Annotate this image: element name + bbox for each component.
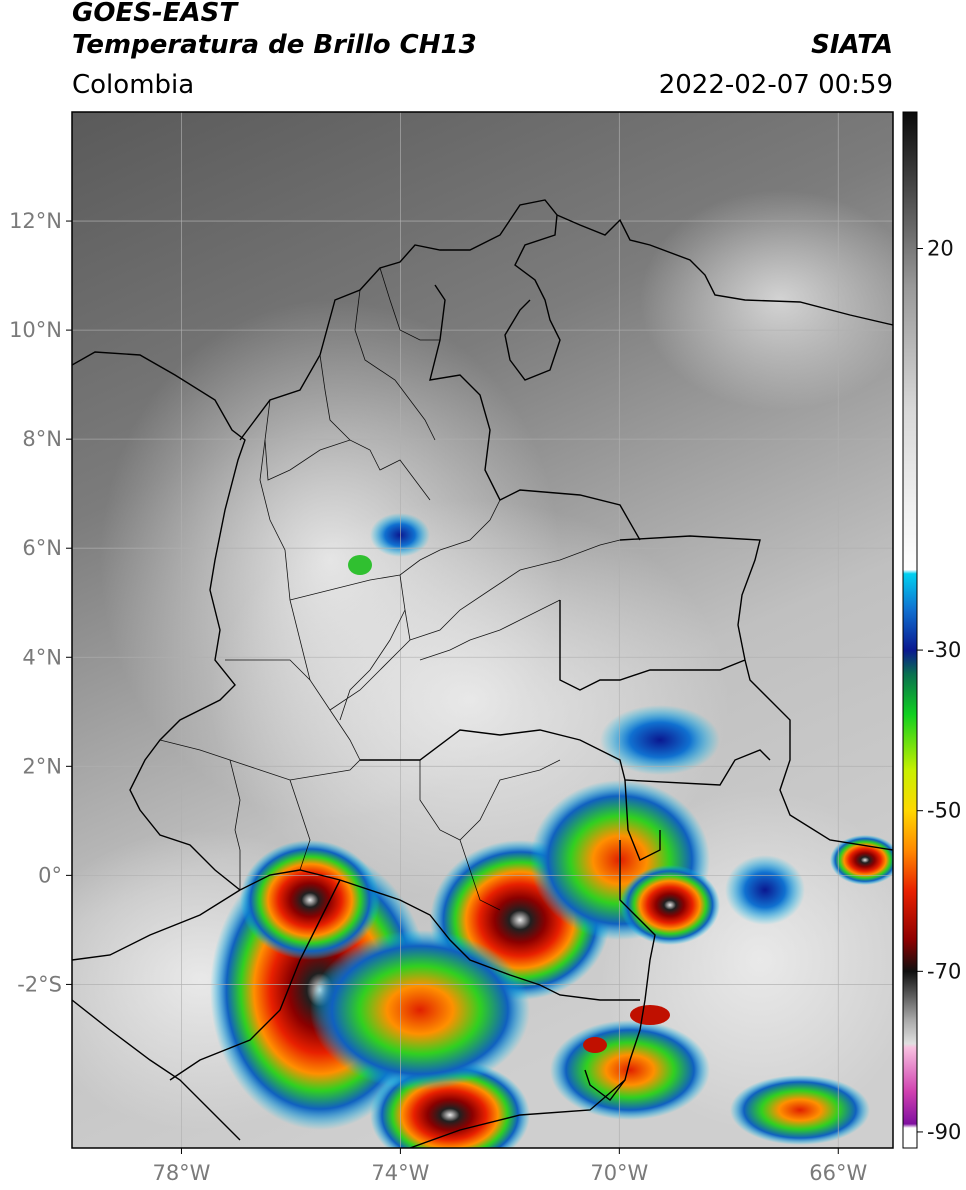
lon-tick-label: 74°W (371, 1161, 429, 1185)
coastline-borders (72, 199, 893, 1148)
lat-tick-label: 10°N (9, 318, 62, 342)
gridlines (72, 112, 893, 1148)
lat-tick-label: 4°N (22, 645, 62, 669)
timestamp-label: 2022-02-07 00:59 (658, 70, 893, 100)
lat-tick-label: 0° (38, 863, 62, 887)
lat-tick-label: 2°N (22, 754, 62, 778)
lat-tick-label: 8°N (22, 427, 62, 451)
colorbar-tick-label: -90 (927, 1120, 961, 1144)
colorbar-scale (902, 111, 918, 1149)
colorbar-tick-label: -50 (927, 799, 961, 823)
map-frame (71, 111, 894, 1149)
colorbar-ticks: 20 -30 -50 -70 -90 (917, 237, 961, 1144)
organization-label: SIATA (811, 30, 893, 60)
lat-tick-label: 6°N (22, 536, 62, 560)
map-imagery (72, 112, 893, 1148)
lat-tick-label: -2°S (17, 972, 62, 996)
lon-tick-label: 70°W (590, 1161, 648, 1185)
colorbar-tick-label: -70 (927, 959, 961, 983)
colorbar-tick-label: 20 (927, 237, 954, 261)
lon-tick-label: 66°W (809, 1161, 867, 1185)
convective-cells (210, 513, 893, 1148)
region-label: Colombia (72, 70, 195, 100)
lat-tick-label: 12°N (9, 209, 62, 233)
satellite-title: GOES-EAST (72, 0, 238, 28)
colorbar: 20 -30 -50 -70 -90 (902, 111, 961, 1149)
colorbar-tick-label: -30 (927, 638, 961, 662)
lon-tick-label: 78°W (152, 1161, 210, 1185)
product-title: Temperatura de Brillo CH13 (72, 30, 477, 60)
longitude-ticks: 78°W 74°W 70°W 66°W (152, 1148, 867, 1185)
department-borders (159, 267, 621, 911)
latitude-ticks: 12°N 10°N 8°N 6°N 4°N 2°N 0° -2°S (9, 209, 72, 996)
